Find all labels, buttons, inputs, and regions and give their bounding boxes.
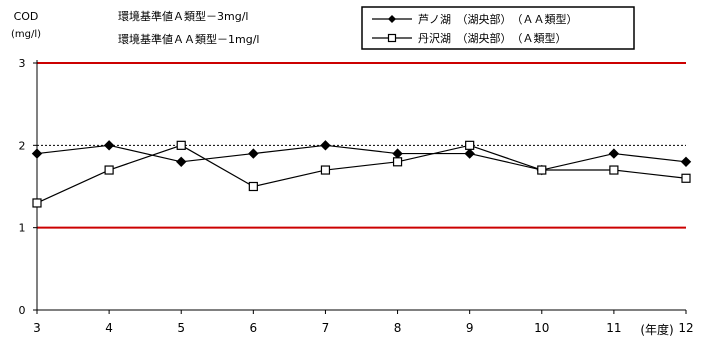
reference-lines (37, 62, 686, 229)
data-point-series-1 (392, 157, 403, 167)
x-tick-label: 5 (177, 321, 185, 335)
data-point-series-1 (320, 165, 331, 175)
x-tick-label: 6 (250, 321, 258, 335)
series-line-1 (36, 144, 687, 204)
x-tick-label: 8 (394, 321, 402, 335)
data-point-series-0 (320, 140, 331, 151)
x-tick-label: 4 (105, 321, 113, 335)
data-point-series-1 (465, 140, 475, 150)
x-tick-label: 10 (534, 321, 549, 335)
legend-marker-1 (387, 33, 397, 43)
x-tick-label: 11 (606, 321, 621, 335)
axes (33, 60, 687, 314)
data-point-series-1 (104, 165, 114, 175)
data-point-series-0 (608, 148, 620, 159)
y-tick-label: 3 (19, 57, 26, 70)
reference-label-aa: 環境基準値ＡＡ類型－1mg/l (118, 32, 259, 46)
x-axis-title: (年度) (640, 322, 673, 337)
legend-marker-0 (388, 15, 396, 23)
y-axis-title: COD (14, 10, 39, 23)
data-point-series-0 (680, 156, 692, 168)
data-point-series-0 (464, 148, 475, 159)
data-point-series-0 (31, 148, 43, 159)
data-point-series-0 (392, 148, 403, 159)
data-point-series-1 (681, 173, 691, 183)
y-axis-unit: (mg/l) (11, 29, 41, 40)
x-tick-label: 7 (322, 321, 330, 335)
legend-label-1: 丹沢湖 （湖央部） （Ａ類型） (418, 31, 567, 45)
reference-label-a: 環境基準値Ａ類型－3mg/l (118, 9, 248, 23)
data-point-series-1 (609, 165, 619, 175)
y-tick-label: 1 (19, 222, 26, 235)
x-tick-label: 3 (33, 321, 41, 335)
x-tick-label: 12 (678, 321, 693, 335)
data-point-series-0 (103, 140, 115, 151)
data-point-series-1 (32, 198, 42, 208)
data-point-series-1 (248, 181, 258, 192)
data-point-series-1 (176, 140, 186, 150)
y-tick-label: 0 (19, 304, 26, 317)
chart-labels: 3 4 5 6 7 8 9 10 11 120123COD(mg/l)(年度)環境基準値Ａ類型－3… (11, 6, 694, 337)
data-point-series-0 (176, 156, 187, 168)
x-tick-label: 9 (466, 321, 474, 335)
legend-box (361, 6, 635, 50)
series-line-0 (36, 144, 687, 171)
series-lines (31, 140, 692, 208)
data-point-series-0 (248, 148, 259, 159)
data-point-series-1 (537, 165, 547, 175)
y-tick-label: 2 (19, 139, 26, 152)
legend-label-0: 芦ノ湖 （湖央部） （ＡＡ類型） (418, 12, 578, 26)
